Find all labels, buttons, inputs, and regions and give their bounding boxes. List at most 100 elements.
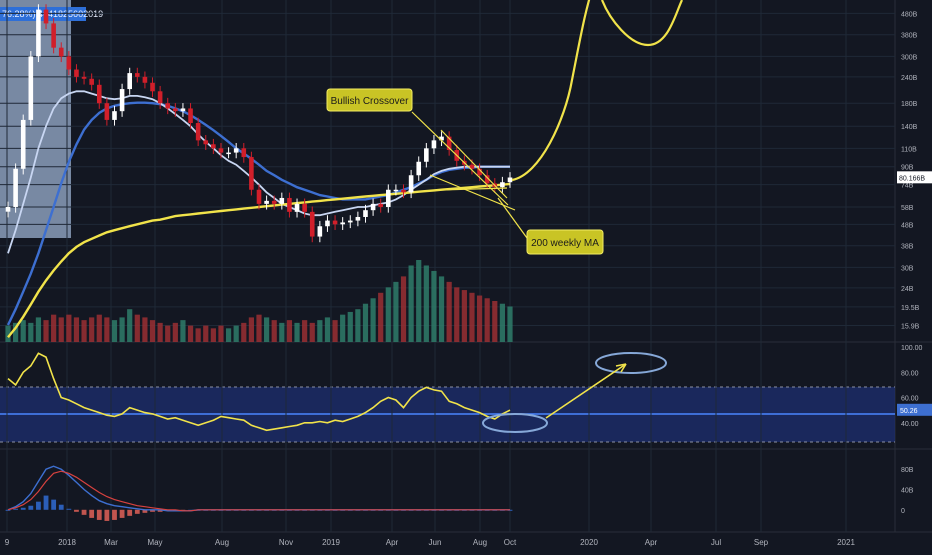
candle-body[interactable] <box>218 148 224 153</box>
candle-body[interactable] <box>58 47 64 57</box>
volume-bar <box>279 322 285 342</box>
volume-bar <box>355 309 361 342</box>
candle-body[interactable] <box>287 197 292 212</box>
macd-signal-line[interactable] <box>7 470 510 512</box>
candle-body[interactable] <box>271 200 277 204</box>
candle-body[interactable] <box>317 226 323 237</box>
candle-body[interactable] <box>355 216 361 221</box>
volume-bar <box>149 320 156 342</box>
macd-histogram-bar <box>89 509 95 518</box>
projection-curve[interactable] <box>511 0 595 182</box>
candle-body[interactable] <box>340 222 345 225</box>
candle-body[interactable] <box>302 203 307 212</box>
candle-body[interactable] <box>500 182 505 188</box>
candle-body[interactable] <box>150 82 155 92</box>
candle-body[interactable] <box>241 148 247 158</box>
candle-body[interactable] <box>446 136 452 151</box>
volume-bar <box>431 270 437 342</box>
volume-bar <box>446 281 452 342</box>
candle-body[interactable] <box>279 197 285 204</box>
candle-body[interactable] <box>249 157 254 190</box>
candle-body[interactable] <box>51 23 56 48</box>
candle-body[interactable] <box>157 91 163 104</box>
candle-body[interactable] <box>188 108 193 124</box>
time-tick-label: May <box>147 538 162 547</box>
candle-body[interactable] <box>332 220 338 225</box>
candle-body[interactable] <box>256 189 262 204</box>
candle-body[interactable] <box>363 210 368 217</box>
candle-body[interactable] <box>424 148 429 162</box>
candle-body[interactable] <box>294 203 300 212</box>
volume-bar <box>248 317 254 342</box>
volume-bar <box>43 320 49 342</box>
rsi-projection-arrow[interactable] <box>545 363 627 419</box>
candle-body[interactable] <box>439 136 444 141</box>
candle-body[interactable] <box>173 108 178 112</box>
candle-body[interactable] <box>142 76 148 83</box>
candle-body[interactable] <box>96 84 102 104</box>
candle-body[interactable] <box>347 220 353 223</box>
volume-bar <box>461 290 467 342</box>
volume-bar <box>302 320 308 342</box>
candle-body[interactable] <box>13 168 18 207</box>
candle-body[interactable] <box>378 203 383 207</box>
candle-body[interactable] <box>226 152 231 155</box>
candle-body[interactable] <box>309 211 315 237</box>
macd-histogram-bar <box>127 509 133 516</box>
candle-body[interactable] <box>74 69 79 77</box>
candle-body[interactable] <box>233 148 239 153</box>
volume-bar <box>195 328 201 342</box>
candle-body[interactable] <box>104 103 110 120</box>
candle-body[interactable] <box>180 108 186 112</box>
candle-body[interactable] <box>264 200 269 204</box>
rsi-line[interactable] <box>7 352 511 432</box>
candle-body[interactable] <box>401 189 406 193</box>
candle-body[interactable] <box>195 123 201 141</box>
candle-body[interactable] <box>484 175 490 184</box>
candle-body[interactable] <box>408 175 414 193</box>
rsi-current-ellipse[interactable] <box>482 413 548 433</box>
macd-histogram-bar <box>58 504 64 510</box>
projection-loop[interactable] <box>600 0 683 47</box>
candle-body[interactable] <box>66 56 72 70</box>
candle-body[interactable] <box>386 189 391 207</box>
candle-body[interactable] <box>28 56 34 120</box>
candle-body[interactable] <box>165 103 171 109</box>
weekly-ma-label[interactable] <box>526 229 604 255</box>
candle-body[interactable] <box>127 73 132 90</box>
bullish-crossover-label[interactable] <box>326 88 413 112</box>
candle-body[interactable] <box>112 111 117 120</box>
candle-body[interactable] <box>36 9 41 57</box>
volume-bar <box>187 325 194 342</box>
candle-body[interactable] <box>43 9 49 24</box>
candle-body[interactable] <box>507 177 513 183</box>
candle-body[interactable] <box>325 220 330 227</box>
volume-bar <box>499 303 505 342</box>
last-price-tag <box>897 171 932 184</box>
candle-body[interactable] <box>370 203 376 211</box>
candle-body[interactable] <box>203 140 209 145</box>
candle-body[interactable] <box>211 144 216 149</box>
candle-body[interactable] <box>135 73 140 77</box>
candle-body[interactable] <box>89 78 94 85</box>
candle-body[interactable] <box>416 161 422 176</box>
volume-bar <box>378 292 384 342</box>
time-tick-label: 2020 <box>580 538 598 547</box>
macd-histogram-bar <box>43 495 49 510</box>
macd-histogram-bar <box>81 509 87 515</box>
candle-body[interactable] <box>469 164 475 169</box>
candle-body[interactable] <box>81 76 87 79</box>
candle-body[interactable] <box>5 206 11 212</box>
rsi-target-ellipse[interactable] <box>595 352 667 374</box>
candle-body[interactable] <box>431 140 437 149</box>
candle-body[interactable] <box>20 119 26 169</box>
candle-body[interactable] <box>477 168 482 176</box>
volume-bar <box>134 314 140 342</box>
candle-body[interactable] <box>119 89 125 112</box>
volume-bar <box>324 317 331 342</box>
weekly-ma-text: 200 weekly MA <box>531 238 599 249</box>
candle-body[interactable] <box>393 189 399 192</box>
volume-bar <box>20 320 26 342</box>
